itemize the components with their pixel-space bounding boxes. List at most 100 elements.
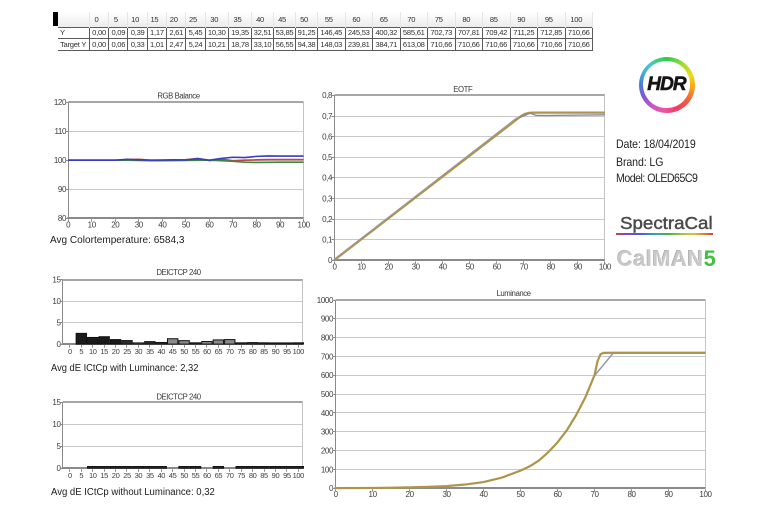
svg-text:80: 80 (58, 214, 67, 223)
svg-text:50: 50 (516, 490, 525, 499)
svg-text:900: 900 (321, 315, 334, 324)
svg-text:120: 120 (54, 98, 67, 107)
svg-text:90: 90 (276, 221, 285, 230)
svg-text:50: 50 (180, 347, 188, 356)
svg-text:50: 50 (466, 263, 475, 272)
svg-text:100: 100 (293, 347, 305, 356)
svg-text:70: 70 (226, 347, 234, 356)
svg-text:0,4: 0,4 (322, 174, 333, 183)
svg-text:0: 0 (332, 263, 337, 272)
svg-text:25: 25 (123, 471, 131, 480)
svg-text:50: 50 (182, 221, 191, 230)
svg-text:40: 40 (157, 471, 165, 480)
svg-text:90: 90 (574, 263, 583, 272)
svg-text:0: 0 (56, 464, 61, 473)
svg-text:35: 35 (146, 347, 154, 356)
svg-text:15: 15 (100, 347, 108, 356)
svg-text:35: 35 (146, 471, 154, 480)
svg-text:60: 60 (553, 490, 562, 499)
svg-text:0: 0 (328, 256, 333, 265)
svg-text:5: 5 (56, 318, 61, 327)
svg-text:0,8: 0,8 (322, 91, 333, 100)
svg-text:70: 70 (226, 471, 234, 480)
svg-text:0,1: 0,1 (322, 236, 333, 245)
svg-text:EOTF: EOTF (453, 85, 473, 94)
svg-text:300: 300 (321, 428, 334, 437)
svg-text:15: 15 (100, 471, 108, 480)
svg-text:800: 800 (321, 333, 334, 342)
svg-text:700: 700 (321, 352, 334, 361)
svg-text:40: 40 (157, 347, 165, 356)
svg-text:95: 95 (283, 347, 291, 356)
svg-text:80: 80 (249, 347, 257, 356)
svg-text:1000: 1000 (317, 296, 334, 305)
svg-text:10: 10 (52, 420, 61, 429)
svg-text:100: 100 (54, 156, 67, 165)
svg-text:60: 60 (493, 263, 502, 272)
svg-text:45: 45 (169, 347, 177, 356)
svg-text:75: 75 (237, 347, 245, 356)
svg-text:100: 100 (599, 263, 612, 272)
svg-text:70: 70 (520, 263, 529, 272)
svg-text:100: 100 (321, 465, 334, 474)
svg-text:10: 10 (89, 471, 97, 480)
svg-text:80: 80 (627, 490, 636, 499)
svg-text:20: 20 (112, 471, 120, 480)
svg-text:0,3: 0,3 (322, 194, 333, 203)
svg-text:100: 100 (298, 221, 311, 230)
svg-text:100: 100 (699, 490, 712, 499)
svg-text:100: 100 (293, 471, 305, 480)
svg-text:60: 60 (203, 347, 211, 356)
svg-text:85: 85 (260, 347, 268, 356)
svg-text:30: 30 (135, 221, 144, 230)
svg-text:0: 0 (334, 490, 339, 499)
svg-text:0,6: 0,6 (322, 132, 333, 141)
svg-text:65: 65 (215, 471, 223, 480)
svg-text:15: 15 (52, 276, 61, 285)
svg-text:60: 60 (205, 221, 214, 230)
svg-text:30: 30 (412, 263, 421, 272)
svg-text:30: 30 (135, 471, 143, 480)
svg-text:200: 200 (321, 446, 334, 455)
svg-text:0: 0 (68, 347, 72, 356)
svg-text:40: 40 (480, 490, 489, 499)
svg-text:5: 5 (79, 471, 83, 480)
svg-text:10: 10 (52, 297, 61, 306)
svg-text:0: 0 (329, 484, 334, 493)
svg-text:70: 70 (229, 221, 238, 230)
svg-text:30: 30 (443, 490, 452, 499)
svg-text:Luminance: Luminance (496, 289, 530, 298)
svg-text:80: 80 (547, 263, 556, 272)
svg-text:25: 25 (123, 347, 131, 356)
svg-text:60: 60 (203, 471, 211, 480)
svg-text:0: 0 (68, 471, 72, 480)
svg-text:90: 90 (664, 490, 673, 499)
svg-text:55: 55 (192, 471, 200, 480)
svg-text:5: 5 (56, 442, 61, 451)
svg-text:45: 45 (169, 471, 177, 480)
svg-text:20: 20 (406, 490, 415, 499)
svg-text:50: 50 (180, 471, 188, 480)
svg-text:10: 10 (88, 221, 97, 230)
svg-text:40: 40 (439, 263, 448, 272)
svg-text:75: 75 (237, 471, 245, 480)
svg-text:30: 30 (135, 347, 143, 356)
svg-text:90: 90 (58, 185, 67, 194)
svg-text:85: 85 (260, 471, 268, 480)
svg-text:70: 70 (590, 490, 599, 499)
svg-text:20: 20 (111, 221, 120, 230)
svg-text:65: 65 (215, 347, 223, 356)
svg-text:90: 90 (272, 471, 280, 480)
svg-text:10: 10 (357, 263, 366, 272)
svg-text:RGB Balance: RGB Balance (157, 91, 199, 100)
svg-text:10: 10 (89, 347, 97, 356)
svg-text:80: 80 (249, 471, 257, 480)
svg-text:20: 20 (385, 263, 394, 272)
svg-text:0,2: 0,2 (322, 215, 333, 224)
svg-text:0,5: 0,5 (322, 153, 333, 162)
svg-text:5: 5 (79, 347, 83, 356)
svg-text:15: 15 (52, 398, 61, 407)
svg-text:DEICTCP 240: DEICTCP 240 (156, 268, 201, 277)
svg-text:20: 20 (112, 347, 120, 356)
svg-text:90: 90 (272, 347, 280, 356)
